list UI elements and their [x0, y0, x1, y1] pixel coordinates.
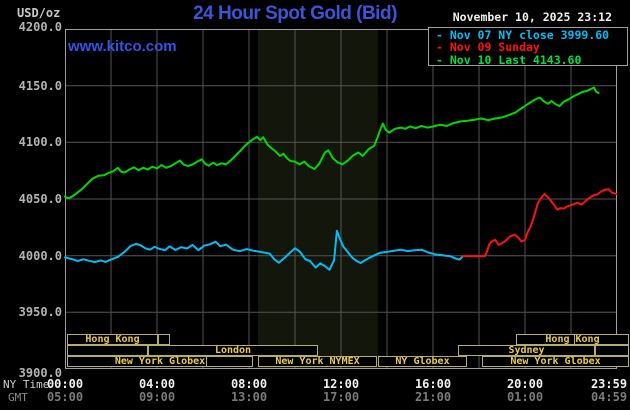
- session-label: NY Globex: [395, 356, 450, 367]
- x-axis-tick-label-ny: 23:59: [590, 377, 628, 391]
- series-line-nov-10: [64, 86, 600, 200]
- x-axis-secondary-label: GMT: [8, 391, 28, 404]
- x-axis-tick-label-ny: 20:00: [506, 377, 544, 391]
- x-axis-tick-label-ny: 00:00: [46, 377, 84, 391]
- timestamp: November 10, 2025 23:12: [452, 10, 612, 24]
- session-label: New York Globex: [114, 356, 206, 367]
- x-axis-tick-label-gmt: 04:59: [590, 390, 628, 404]
- series-line-nov-09-sunday: [461, 188, 618, 258]
- session-label: Hong Kong: [85, 334, 140, 345]
- session-box-hong-kong: Hong Kong: [516, 334, 629, 345]
- x-axis-tick-label-ny: 16:00: [414, 377, 452, 391]
- x-axis-primary-label: NY Time: [3, 378, 50, 391]
- session-box-empty: [158, 334, 170, 345]
- y-axis-tick-label: 4050.0: [18, 192, 62, 206]
- session-box-empty: [67, 345, 148, 356]
- x-axis-tick-label-gmt: 17:00: [322, 390, 360, 404]
- legend: - Nov 07 NY close 3999.60- Nov 09 Sunday…: [428, 27, 628, 66]
- legend-item: - Nov 09 Sunday: [436, 40, 540, 55]
- x-axis-tick-label-ny: 04:00: [138, 377, 176, 391]
- session-box-empty: [595, 345, 629, 356]
- x-axis-tick-label-gmt: 01:00: [506, 390, 544, 404]
- y-axis-tick-label: 4000.0: [18, 249, 62, 263]
- session-label: Hong Kong: [545, 334, 600, 345]
- session-box-hong-kong: Hong Kong: [67, 334, 158, 345]
- session-box-london: London: [148, 345, 318, 356]
- x-axis-tick-label-ny: 12:00: [322, 377, 360, 391]
- session-box-new-york-globex: New York Globex: [482, 356, 629, 367]
- session-label: Sydney: [508, 345, 545, 356]
- x-axis-tick-label-gmt: 05:00: [46, 390, 84, 404]
- session-box-ny-globex: NY Globex: [378, 356, 467, 367]
- x-axis-tick-label-gmt: 13:00: [230, 390, 268, 404]
- y-axis-tick-label: 3950.0: [18, 305, 62, 319]
- x-axis-tick-label-gmt: 21:00: [414, 390, 452, 404]
- session-label: New York Globex: [510, 356, 601, 367]
- series-line-nov-07-ny-close: [64, 229, 464, 271]
- session-box-new-york-globex: New York Globex: [67, 356, 253, 367]
- page-title: 24 Hour Spot Gold (Bid): [193, 3, 397, 24]
- session-box-sydney: Sydney: [458, 345, 595, 356]
- x-axis-tick-label-gmt: 09:00: [138, 390, 176, 404]
- legend-item: - Nov 07 NY close 3999.60: [436, 28, 610, 42]
- legend-item: - Nov 10 Last 4143.60: [436, 52, 582, 67]
- kitco-watermark-link[interactable]: www.kitco.com: [68, 38, 177, 55]
- session-box-divider: [206, 357, 207, 366]
- y-axis-tick-label: 4100.0: [18, 135, 62, 149]
- session-label: New York NYMEX: [275, 356, 360, 367]
- session-box-new-york-nymex: New York NYMEX: [258, 356, 377, 367]
- x-axis-tick-label-ny: 08:00: [230, 377, 268, 391]
- plot-border: [65, 29, 617, 369]
- y-axis-tick-label: 4200.0: [18, 20, 62, 34]
- session-box-divider: [574, 335, 575, 344]
- y-axis-unit-label: USD/oz: [17, 6, 61, 20]
- y-axis-tick-label: 4150.0: [18, 79, 62, 93]
- session-label: London: [214, 345, 252, 356]
- y-axis-tick-label: 3900.0: [18, 366, 62, 380]
